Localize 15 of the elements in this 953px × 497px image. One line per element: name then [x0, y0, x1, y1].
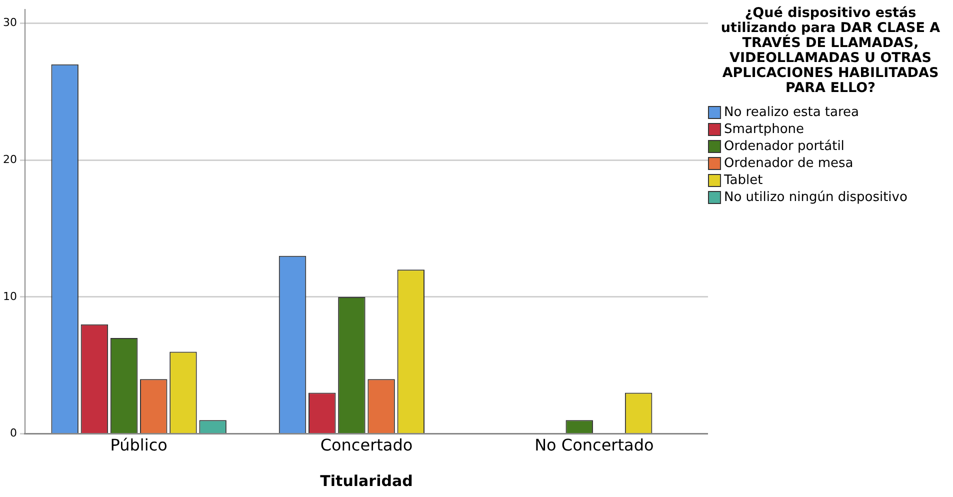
x-axis-title: Titularidad	[320, 472, 413, 490]
legend-label: Smartphone	[724, 122, 804, 137]
legend-label: Ordenador de mesa	[724, 156, 854, 171]
y-tick-label: 10	[2, 290, 17, 303]
legend-title: ¿Qué dispositivo estás utilizando para DAR CLASE A TRAVÉS DE LLAMADAS, VIDEOLLAMADAS U OTRAS APLICACIONES HABILITADAS PARA ELLO?	[720, 5, 942, 96]
x-tick-label: Público	[110, 436, 168, 455]
legend-label: No utilizo ningún dispositivo	[724, 190, 908, 205]
x-tick-label: No Concertado	[534, 436, 654, 455]
legend-label: Ordenador portátil	[724, 139, 844, 154]
y-tick-label: 0	[10, 426, 17, 440]
y-tick-label: 30	[2, 16, 17, 30]
legend-label: Tablet	[724, 173, 763, 188]
y-tick-label: 20	[2, 152, 17, 166]
x-tick-label: Concertado	[320, 436, 413, 455]
legend-label: No realizo esta tarea	[724, 105, 860, 120]
